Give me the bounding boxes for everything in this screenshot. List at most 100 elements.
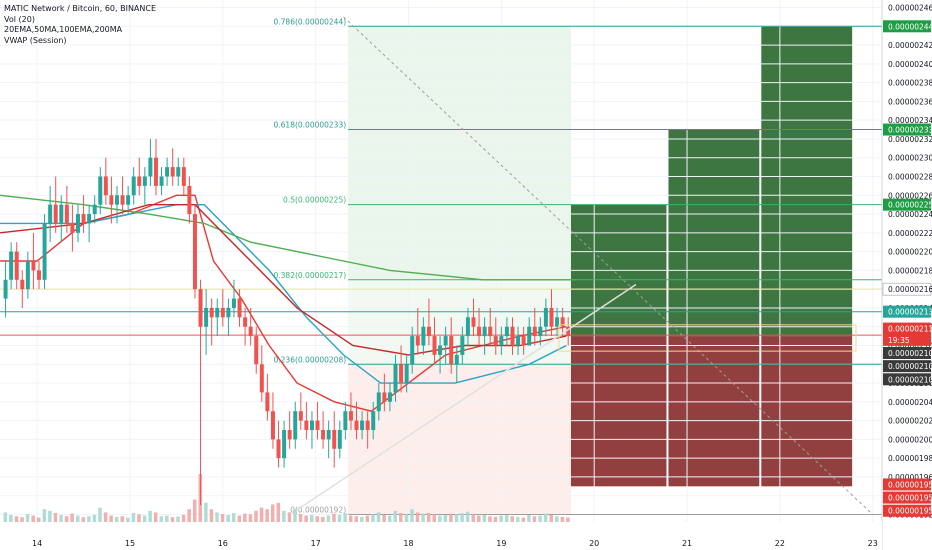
volume-bar (25, 514, 30, 522)
candle-body (549, 307, 554, 327)
price-tag (883, 360, 931, 373)
volume-bar (131, 513, 136, 522)
volume-bar (254, 510, 258, 522)
volume-bar (488, 516, 492, 522)
moving-average-line (0, 204, 567, 384)
candle-body (415, 336, 420, 346)
candle-body (488, 326, 493, 337)
volume-bar (226, 514, 230, 522)
candle-body (421, 326, 426, 346)
candle-body (3, 279, 8, 299)
volume-bar (98, 507, 102, 522)
volume-bar (9, 514, 13, 522)
candle-body (265, 392, 270, 412)
volume-bar (103, 512, 108, 522)
candle-body (521, 336, 526, 346)
volume-bar (438, 515, 442, 522)
volume-bar (410, 509, 414, 522)
volume-bar (192, 499, 197, 522)
price-tick-label: 0.00000220 (888, 248, 932, 257)
volume-bar (421, 513, 425, 522)
price-tag-label: 0.00000233 (888, 126, 932, 135)
moving-averages (0, 194, 576, 412)
price-tick-label: 0.00000238 (888, 79, 932, 88)
time-tick-label: 14 (32, 539, 42, 548)
candle-body (215, 307, 220, 318)
volume-bar (270, 504, 275, 522)
volume-bar (566, 517, 570, 522)
price-tag-label: 0.00000225 (888, 201, 932, 210)
candle-body (170, 167, 175, 177)
candle-body (454, 354, 459, 365)
price-tag (883, 478, 931, 491)
volume-bar (354, 516, 359, 522)
candle-body (231, 298, 236, 308)
candle-body (9, 251, 14, 280)
candle-body (504, 326, 509, 337)
price-tag (883, 347, 931, 360)
candle-body (14, 251, 19, 280)
price-tick-label: 0.00000234 (888, 116, 932, 125)
price-tag (883, 198, 931, 211)
volume-bar (231, 513, 236, 522)
volume-bar (432, 514, 437, 522)
volume-bar (282, 510, 286, 522)
candle-body (460, 336, 465, 355)
volume-bar (265, 509, 269, 522)
dashed-diagonal (343, 16, 874, 515)
position-stop-zone (668, 336, 760, 487)
moving-average-line (0, 204, 567, 356)
moving-average-line (0, 194, 576, 281)
candle-body (92, 204, 97, 215)
time-tick-label: 15 (125, 539, 135, 548)
candle-body (59, 204, 64, 224)
volume-bar (343, 513, 347, 522)
price-tag (883, 123, 931, 136)
horizontal-lines (0, 288, 882, 336)
volume-bar (159, 516, 164, 522)
price-tag (883, 333, 931, 346)
candle-body (126, 195, 131, 205)
candle-body (482, 326, 487, 337)
candle-body (376, 392, 381, 412)
candle-body (315, 420, 320, 430)
legend-emas[interactable]: 20EMA,50MA,100EMA,200MA (4, 25, 123, 34)
volume-bar (309, 514, 314, 522)
candle-body (192, 214, 197, 290)
candle-body (287, 429, 292, 440)
volume-bar (59, 514, 63, 522)
candle-body (399, 364, 404, 384)
volume-bar (142, 515, 147, 522)
fib-zone-upper (348, 26, 571, 280)
candle-body (371, 411, 376, 430)
price-axis[interactable]: 0.00000246 0.00000244 0.00000242 0.00000240… (881, 0, 932, 550)
time-axis[interactable]: 14 15 16 17 18 19 20 21 22 23 (0, 522, 932, 550)
volume-bar (516, 516, 520, 522)
volume-bar (499, 515, 503, 522)
time-tick-label: 17 (311, 539, 321, 548)
legend-volume[interactable]: Vol (20) (4, 14, 35, 24)
candle-body (254, 336, 259, 365)
candle-body (153, 157, 158, 186)
legend-symbol[interactable]: MATIC Network / Bitcoin, 60, BINANCE (4, 4, 157, 13)
legend-vwap[interactable]: VWAP (Session) (4, 35, 67, 45)
candle-body (109, 195, 114, 205)
candle-body (276, 439, 281, 459)
volume-bar (549, 514, 553, 522)
price-tag (883, 20, 931, 33)
volume-bar (543, 513, 548, 522)
candle-body (36, 270, 41, 280)
fib-retracement[interactable]: 0.786(0.00000244) 0.618(0.00000233) 0.5(0.… (274, 17, 882, 515)
price-tick-label: 0.00000196 (888, 473, 932, 482)
volume-bar (109, 515, 113, 522)
candle-body (387, 392, 392, 402)
volume-bar (532, 516, 537, 522)
volume-bar (404, 514, 409, 522)
candle-body (449, 336, 454, 365)
drawings[interactable] (296, 16, 874, 515)
volume-bar (276, 502, 281, 522)
volume-bar (332, 513, 336, 522)
candle-body (499, 336, 504, 346)
volume-bar (87, 516, 91, 522)
